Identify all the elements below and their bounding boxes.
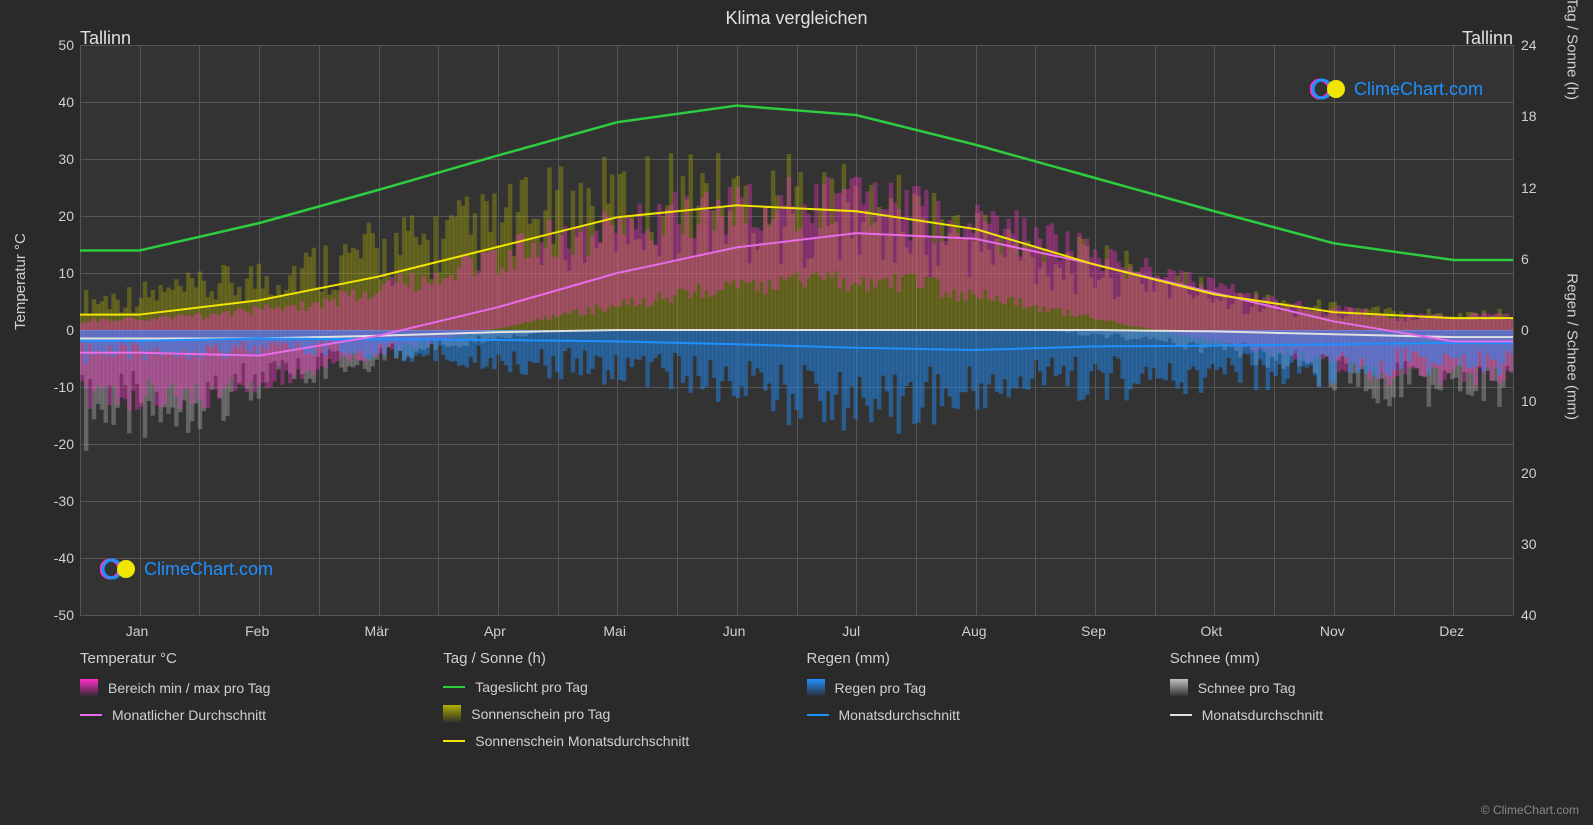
x-tick-month: Okt xyxy=(1200,623,1222,639)
logo-icon xyxy=(1310,75,1348,103)
y-left-tick: 40 xyxy=(58,94,74,110)
x-tick-month: Apr xyxy=(484,623,506,639)
y-left-tick: 30 xyxy=(58,151,74,167)
legend-column: Tag / Sonne (h) Tageslicht pro Tag Sonnens… xyxy=(443,650,786,759)
legend-swatch xyxy=(443,740,465,742)
legend-label: Monatsdurchschnitt xyxy=(1202,707,1323,723)
legend-column: Schnee (mm) Schnee pro Tag Monatsdurchschn… xyxy=(1170,650,1513,759)
logo-bottom-left: ClimeChart.com xyxy=(100,555,273,583)
y-right-axis-title-top: Tag / Sonne (h) xyxy=(1564,0,1581,100)
legend-label: Monatsdurchschnitt xyxy=(839,707,960,723)
legend-label: Monatlicher Durchschnitt xyxy=(112,707,266,723)
legend-swatch xyxy=(807,679,825,697)
y-left-tick: -50 xyxy=(54,607,74,623)
x-tick-month: Mär xyxy=(365,623,389,639)
legend-label: Sonnenschein Monatsdurchschnitt xyxy=(475,733,689,749)
y-right-tick-hours: 24 xyxy=(1521,37,1537,53)
y-left-tick: -20 xyxy=(54,436,74,452)
legend-swatch xyxy=(80,714,102,716)
y-left-tick: 50 xyxy=(58,37,74,53)
y-left-axis-title: Temperatur °C xyxy=(12,233,29,330)
legend-header: Tag / Sonne (h) xyxy=(443,650,786,667)
legend-column: Temperatur °C Bereich min / max pro Tag Mo… xyxy=(80,650,423,759)
legend-item: Monatsdurchschnitt xyxy=(807,707,1150,723)
legend-label: Bereich min / max pro Tag xyxy=(108,680,270,696)
logo-top-right: ClimeChart.com xyxy=(1310,75,1483,103)
legend: Temperatur °C Bereich min / max pro Tag Mo… xyxy=(80,650,1513,759)
y-left-tick: -30 xyxy=(54,493,74,509)
x-tick-month: Jan xyxy=(126,623,149,639)
legend-label: Regen pro Tag xyxy=(835,680,927,696)
y-right-tick-hours: 12 xyxy=(1521,180,1537,196)
y-right-tick-hours: 18 xyxy=(1521,108,1537,124)
legend-item: Sonnenschein pro Tag xyxy=(443,705,786,723)
credit-text: © ClimeChart.com xyxy=(1481,803,1579,817)
legend-swatch xyxy=(1170,679,1188,697)
legend-header: Temperatur °C xyxy=(80,650,423,667)
legend-item: Tageslicht pro Tag xyxy=(443,679,786,695)
x-tick-month: Nov xyxy=(1320,623,1345,639)
logo-icon xyxy=(100,555,138,583)
legend-item: Bereich min / max pro Tag xyxy=(80,679,423,697)
x-tick-month: Sep xyxy=(1081,623,1106,639)
legend-column: Regen (mm) Regen pro Tag Monatsdurchschnit… xyxy=(807,650,1150,759)
chart-area xyxy=(80,45,1513,615)
chart-title: Klima vergleichen xyxy=(0,0,1593,29)
y-left-tick: 20 xyxy=(58,208,74,224)
y-right-tick-hours: 6 xyxy=(1521,251,1529,267)
y-right-tick-mm: 40 xyxy=(1521,607,1537,623)
legend-label: Tageslicht pro Tag xyxy=(475,679,588,695)
x-tick-month: Jun xyxy=(723,623,746,639)
x-tick-month: Aug xyxy=(962,623,987,639)
x-tick-month: Feb xyxy=(245,623,269,639)
legend-item: Sonnenschein Monatsdurchschnitt xyxy=(443,733,786,749)
legend-header: Regen (mm) xyxy=(807,650,1150,667)
logo-text: ClimeChart.com xyxy=(1354,79,1483,100)
legend-swatch xyxy=(443,686,465,688)
logo-text: ClimeChart.com xyxy=(144,559,273,580)
y-left-tick: -40 xyxy=(54,550,74,566)
y-left-tick: 0 xyxy=(66,322,74,338)
legend-swatch xyxy=(80,679,98,697)
y-left-tick: -10 xyxy=(54,379,74,395)
y-left-tick: 10 xyxy=(58,265,74,281)
x-tick-month: Mai xyxy=(603,623,626,639)
y-right-axis-title-bottom: Regen / Schnee (mm) xyxy=(1564,273,1581,420)
legend-swatch xyxy=(1170,714,1192,716)
legend-item: Regen pro Tag xyxy=(807,679,1150,697)
legend-label: Sonnenschein pro Tag xyxy=(471,706,610,722)
legend-label: Schnee pro Tag xyxy=(1198,680,1296,696)
y-right-tick-hours: 0 xyxy=(1521,322,1529,338)
y-right-tick-mm: 20 xyxy=(1521,465,1537,481)
legend-swatch xyxy=(807,714,829,716)
legend-item: Monatsdurchschnitt xyxy=(1170,707,1513,723)
legend-item: Monatlicher Durchschnitt xyxy=(80,707,423,723)
legend-header: Schnee (mm) xyxy=(1170,650,1513,667)
x-tick-month: Dez xyxy=(1439,623,1464,639)
y-right-tick-mm: 10 xyxy=(1521,393,1537,409)
legend-item: Schnee pro Tag xyxy=(1170,679,1513,697)
x-tick-month: Jul xyxy=(842,623,860,639)
y-right-tick-mm: 30 xyxy=(1521,536,1537,552)
legend-swatch xyxy=(443,705,461,723)
